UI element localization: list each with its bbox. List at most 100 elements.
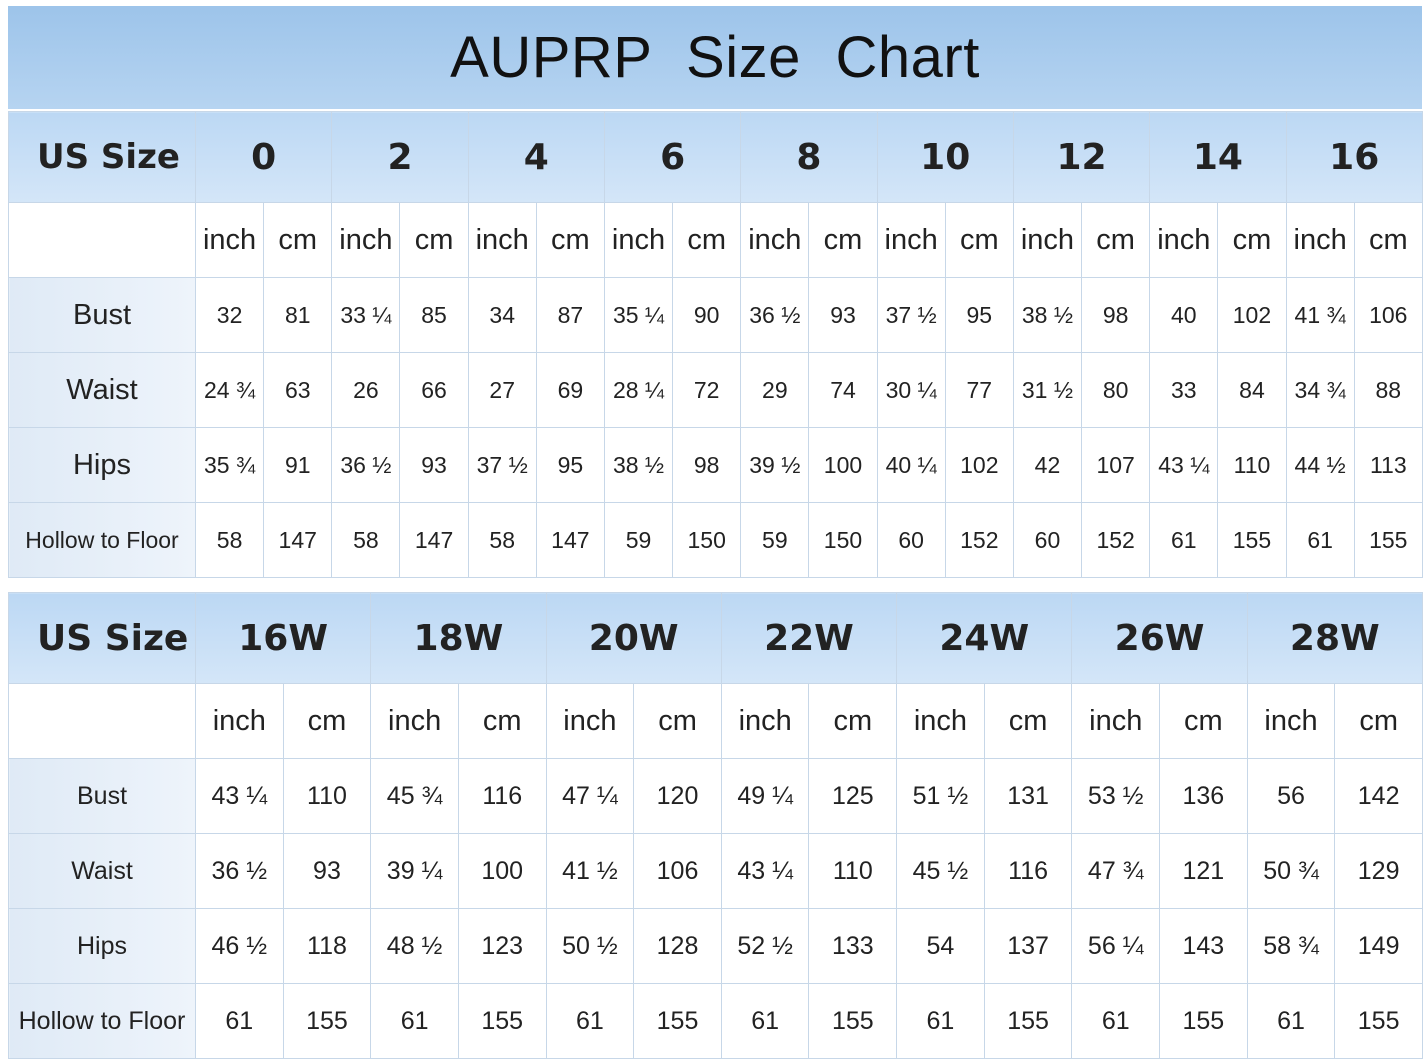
unit-label-inch: inch bbox=[195, 683, 284, 759]
cell-hips-26w-inch: 56 ¼ bbox=[1071, 908, 1161, 984]
cell-waist-16w-cm: 93 bbox=[282, 833, 372, 909]
cell-hips-24w-inch: 54 bbox=[896, 908, 985, 984]
row-label-bust: Bust bbox=[8, 758, 196, 834]
chart-title-bar: AUPRP Size Chart bbox=[8, 6, 1422, 109]
cell-bust-10-cm: 95 bbox=[944, 277, 1014, 353]
unit-label-cm: cm bbox=[535, 202, 605, 278]
cell-hips-4-inch: 37 ½ bbox=[467, 427, 537, 503]
unit-row: inch cm inch cm inch cm inch cm inch cm inch cm inch… bbox=[8, 202, 1423, 278]
unit-label-cm: cm bbox=[282, 683, 372, 759]
cell-waist-8-cm: 74 bbox=[808, 352, 878, 428]
cell-hips-0-inch: 35 ¾ bbox=[194, 427, 265, 503]
cell-hollow-to-floor-2-cm: 147 bbox=[399, 502, 469, 578]
cell-bust-8-inch: 36 ½ bbox=[740, 277, 810, 353]
cell-hollow-to-floor-4-cm: 147 bbox=[535, 502, 605, 578]
cell-waist-8-inch: 29 bbox=[740, 352, 810, 428]
size-header-16w: 16W bbox=[194, 592, 372, 684]
cell-hollow-to-floor-12-cm: 152 bbox=[1081, 502, 1151, 578]
cell-bust-28w-inch: 56 bbox=[1246, 758, 1336, 834]
cell-waist-4-inch: 27 bbox=[467, 352, 537, 428]
cell-hollow-to-floor-8-inch: 59 bbox=[740, 502, 810, 578]
cell-waist-6-cm: 72 bbox=[672, 352, 742, 428]
cell-waist-28w-inch: 50 ¾ bbox=[1246, 833, 1336, 909]
row-label-hollow-to-floor: Hollow to Floor bbox=[8, 502, 196, 578]
cell-hips-16-inch: 44 ½ bbox=[1285, 427, 1355, 503]
unit-label-cm: cm bbox=[808, 202, 878, 278]
cell-bust-20w-inch: 47 ¼ bbox=[545, 758, 635, 834]
cell-hollow-to-floor-18w-inch: 61 bbox=[370, 983, 459, 1059]
size-header-12: 12 bbox=[1012, 111, 1151, 203]
unit-label-cm: cm bbox=[399, 202, 469, 278]
cell-hips-28w-inch: 58 ¾ bbox=[1246, 908, 1336, 984]
unit-label-cm: cm bbox=[1353, 202, 1423, 278]
cell-waist-22w-inch: 43 ¼ bbox=[720, 833, 810, 909]
cell-bust-24w-inch: 51 ½ bbox=[896, 758, 985, 834]
cell-bust-14-cm: 102 bbox=[1217, 277, 1287, 353]
cell-waist-6-inch: 28 ¼ bbox=[603, 352, 674, 428]
unit-label-inch: inch bbox=[545, 683, 635, 759]
cell-hollow-to-floor-16w-inch: 61 bbox=[195, 983, 284, 1059]
size-header-row: US Size 16W 18W 20W 22W 24W 26W 28W bbox=[8, 592, 1423, 684]
cell-hips-0-cm: 91 bbox=[263, 427, 333, 503]
cell-waist-24w-cm: 116 bbox=[983, 833, 1073, 909]
unit-row-blank bbox=[8, 202, 196, 278]
cell-hollow-to-floor-14-inch: 61 bbox=[1149, 502, 1219, 578]
cell-hips-10-cm: 102 bbox=[944, 427, 1014, 503]
cell-waist-16-inch: 34 ¾ bbox=[1285, 352, 1355, 428]
size-header-14: 14 bbox=[1149, 111, 1287, 203]
unit-label-inch: inch bbox=[331, 202, 401, 278]
cell-hollow-to-floor-20w-inch: 61 bbox=[545, 983, 635, 1059]
cell-bust-18w-inch: 45 ¾ bbox=[370, 758, 459, 834]
cell-bust-18w-cm: 116 bbox=[457, 758, 547, 834]
unit-label-inch: inch bbox=[896, 683, 985, 759]
size-table-standard: US Size 0 2 4 6 8 10 12 14 16 inch cm inch cm inch cm in… bbox=[8, 111, 1423, 578]
cell-hollow-to-floor-28w-cm: 155 bbox=[1334, 983, 1423, 1059]
cell-hollow-to-floor-16w-cm: 155 bbox=[282, 983, 372, 1059]
cell-hollow-to-floor-0-cm: 147 bbox=[263, 502, 333, 578]
cell-waist-18w-inch: 39 ¼ bbox=[370, 833, 459, 909]
size-header-2: 2 bbox=[331, 111, 469, 203]
cell-bust-6-inch: 35 ¼ bbox=[603, 277, 674, 353]
cell-hollow-to-floor-18w-cm: 155 bbox=[457, 983, 547, 1059]
cell-hips-14-cm: 110 bbox=[1217, 427, 1287, 503]
cell-bust-0-cm: 81 bbox=[263, 277, 333, 353]
unit-label-inch: inch bbox=[370, 683, 459, 759]
cell-bust-12-cm: 98 bbox=[1081, 277, 1151, 353]
cell-waist-16w-inch: 36 ½ bbox=[195, 833, 284, 909]
cell-hips-26w-cm: 143 bbox=[1159, 908, 1248, 984]
cell-hollow-to-floor-8-cm: 150 bbox=[808, 502, 878, 578]
size-header-20w: 20W bbox=[545, 592, 722, 684]
cell-waist-12-inch: 31 ½ bbox=[1012, 352, 1083, 428]
size-header-16: 16 bbox=[1285, 111, 1423, 203]
cell-hips-2-inch: 36 ½ bbox=[331, 427, 401, 503]
cell-hips-12-cm: 107 bbox=[1081, 427, 1151, 503]
cell-waist-22w-cm: 110 bbox=[808, 833, 898, 909]
unit-label-cm: cm bbox=[983, 683, 1073, 759]
cell-hips-6-inch: 38 ½ bbox=[603, 427, 674, 503]
cell-bust-16-cm: 106 bbox=[1353, 277, 1423, 353]
cell-hollow-to-floor-22w-inch: 61 bbox=[720, 983, 810, 1059]
unit-label-inch: inch bbox=[1149, 202, 1219, 278]
cell-hips-6-cm: 98 bbox=[672, 427, 742, 503]
size-header-8: 8 bbox=[740, 111, 878, 203]
size-header-24w: 24W bbox=[896, 592, 1073, 684]
cell-bust-26w-inch: 53 ½ bbox=[1071, 758, 1161, 834]
cell-hips-16w-inch: 46 ½ bbox=[195, 908, 284, 984]
cell-waist-4-cm: 69 bbox=[535, 352, 605, 428]
cell-waist-10-inch: 30 ¼ bbox=[876, 352, 946, 428]
cell-bust-20w-cm: 120 bbox=[633, 758, 722, 834]
size-header-28w: 28W bbox=[1246, 592, 1423, 684]
cell-hollow-to-floor-26w-inch: 61 bbox=[1071, 983, 1161, 1059]
row-label-hips: Hips bbox=[8, 427, 196, 503]
cell-bust-4-inch: 34 bbox=[467, 277, 537, 353]
cell-hollow-to-floor-22w-cm: 155 bbox=[808, 983, 898, 1059]
unit-label-cm: cm bbox=[1217, 202, 1287, 278]
cell-hips-16w-cm: 118 bbox=[282, 908, 372, 984]
cell-waist-16-cm: 88 bbox=[1353, 352, 1423, 428]
row-hips: Hips 46 ½ 118 48 ½ 123 50 ½ 128 52 ½ 133 54 137 56 … bbox=[8, 908, 1423, 984]
cell-waist-24w-inch: 45 ½ bbox=[896, 833, 985, 909]
cell-hollow-to-floor-16-cm: 155 bbox=[1353, 502, 1423, 578]
cell-hollow-to-floor-0-inch: 58 bbox=[194, 502, 265, 578]
size-header-row: US Size 0 2 4 6 8 10 12 14 16 bbox=[8, 111, 1423, 203]
